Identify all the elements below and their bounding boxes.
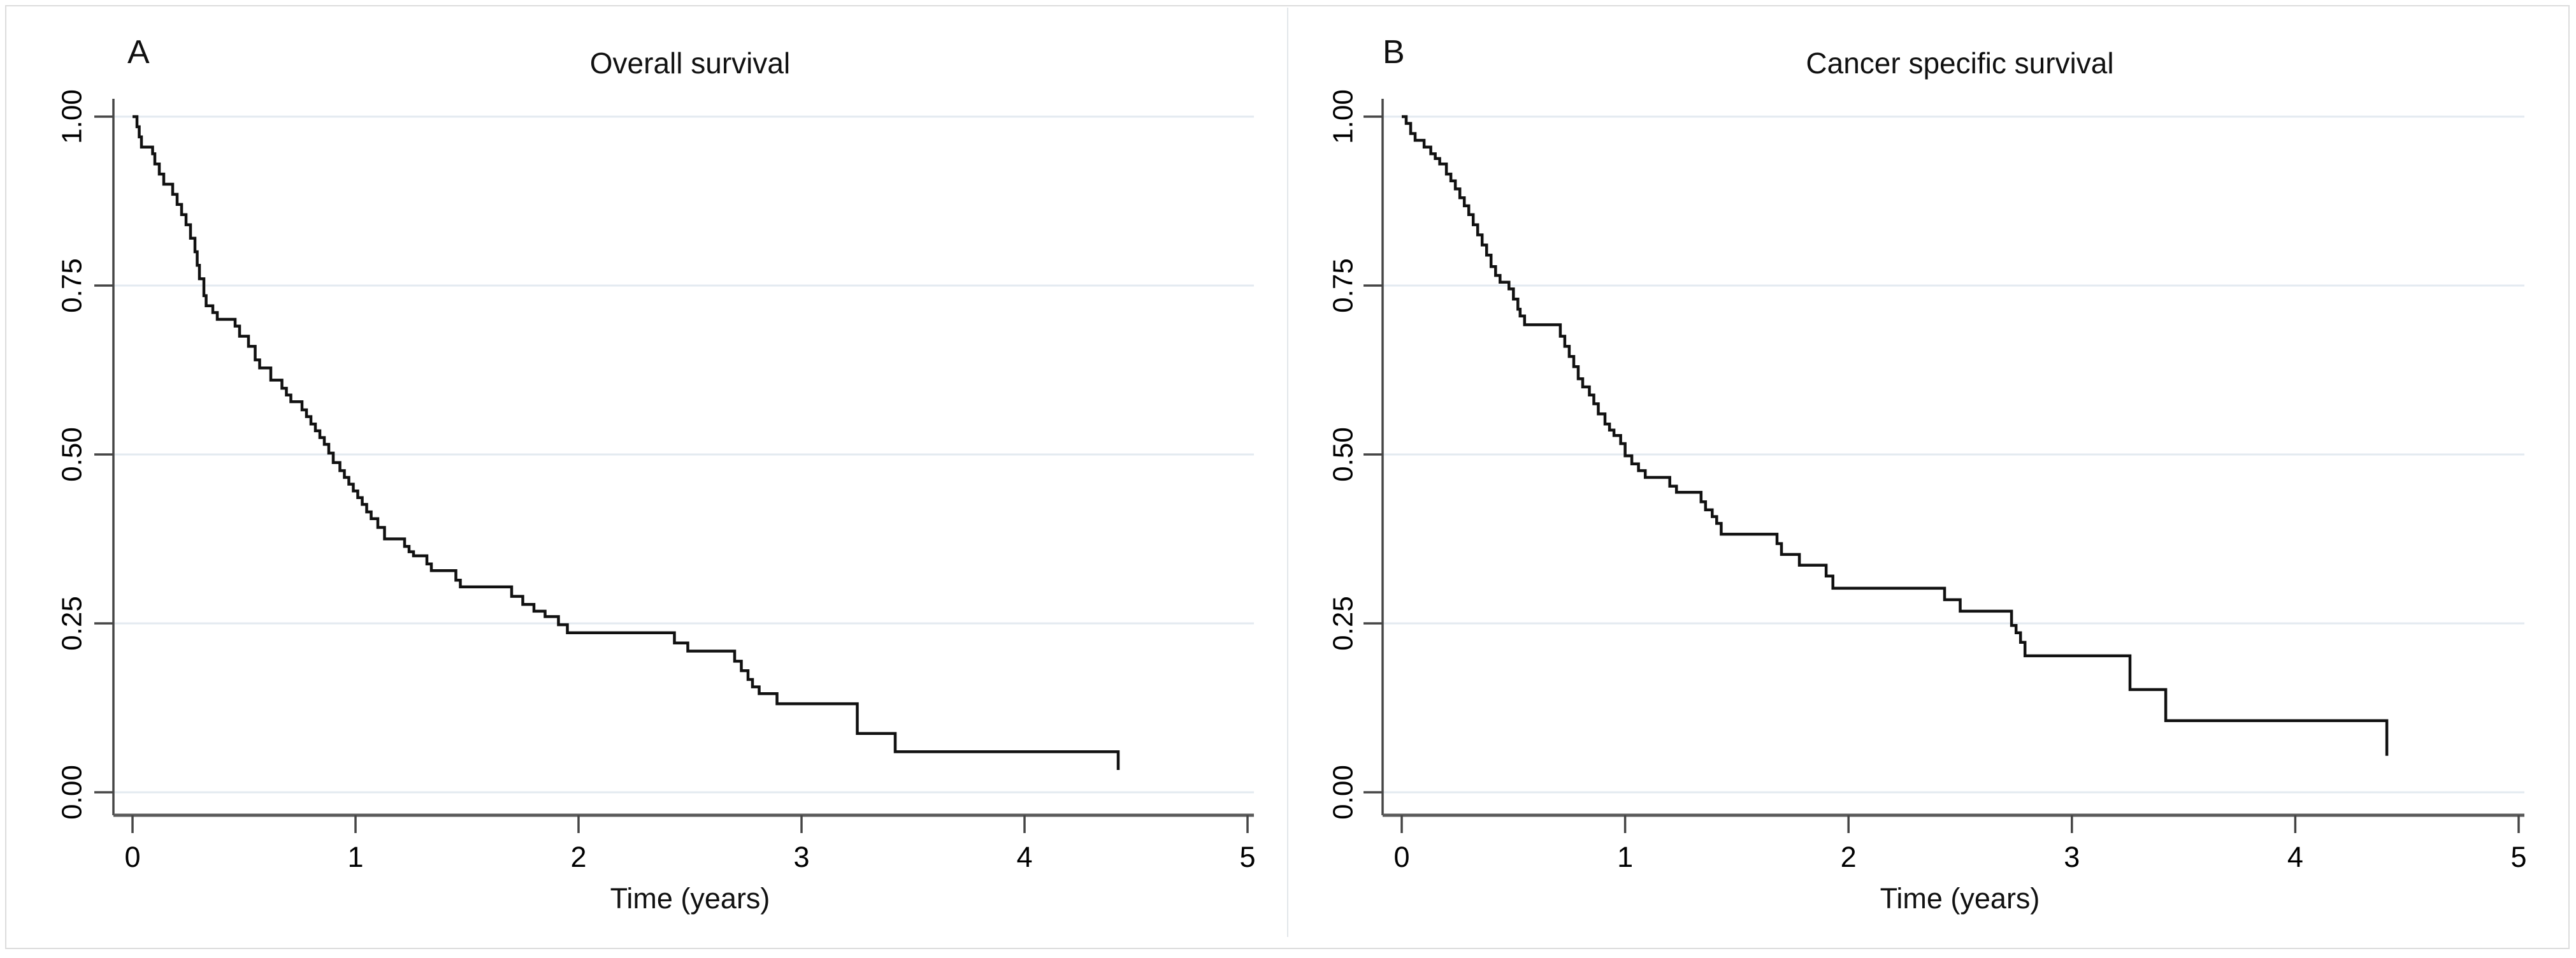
y-tick-label-0.75: 0.75 — [57, 258, 88, 313]
panel-b-letter: B — [1383, 34, 1405, 71]
y-tick-label-0.00: 0.00 — [1328, 765, 1359, 820]
panel-a-title: Overall survival — [589, 47, 791, 80]
x-tick-label-1: 1 — [347, 841, 363, 873]
x-tick-label-2: 2 — [1841, 841, 1857, 873]
x-tick-label-0: 0 — [1393, 841, 1409, 873]
y-tick-label-1.00: 1.00 — [57, 89, 88, 144]
km-curve-overall-survival — [133, 115, 1120, 770]
x-tick-label-5: 5 — [2510, 841, 2526, 873]
x-tick-label-2: 2 — [570, 841, 586, 873]
panel-divider — [1287, 8, 1288, 937]
x-tick-label-1: 1 — [1617, 841, 1633, 873]
x-tick-label-3: 3 — [2064, 841, 2080, 873]
x-tick-label-0: 0 — [124, 841, 140, 873]
panel-b-title: Cancer specific survival — [1806, 47, 2114, 80]
x-tick-label-3: 3 — [793, 841, 809, 873]
y-tick-label-0.25: 0.25 — [1328, 596, 1359, 651]
y-tick-label-0.50: 0.50 — [1328, 427, 1359, 482]
y-tick-label-0.75: 0.75 — [1328, 258, 1359, 313]
panel-a-x-axis-label: Time (years) — [610, 882, 770, 915]
panel-a-letter: A — [127, 34, 150, 71]
y-tick-label-0.00: 0.00 — [57, 765, 88, 820]
y-tick-label-0.25: 0.25 — [57, 596, 88, 651]
x-tick-label-4: 4 — [1016, 841, 1032, 873]
y-tick-label-1.00: 1.00 — [1328, 89, 1359, 144]
x-tick-label-5: 5 — [1239, 841, 1255, 873]
y-tick-label-0.50: 0.50 — [57, 427, 88, 482]
x-tick-label-4: 4 — [2287, 841, 2303, 873]
km-curve-cancer-specific-survival — [1402, 115, 2389, 756]
panel-b-x-axis-label: Time (years) — [1880, 882, 2040, 915]
